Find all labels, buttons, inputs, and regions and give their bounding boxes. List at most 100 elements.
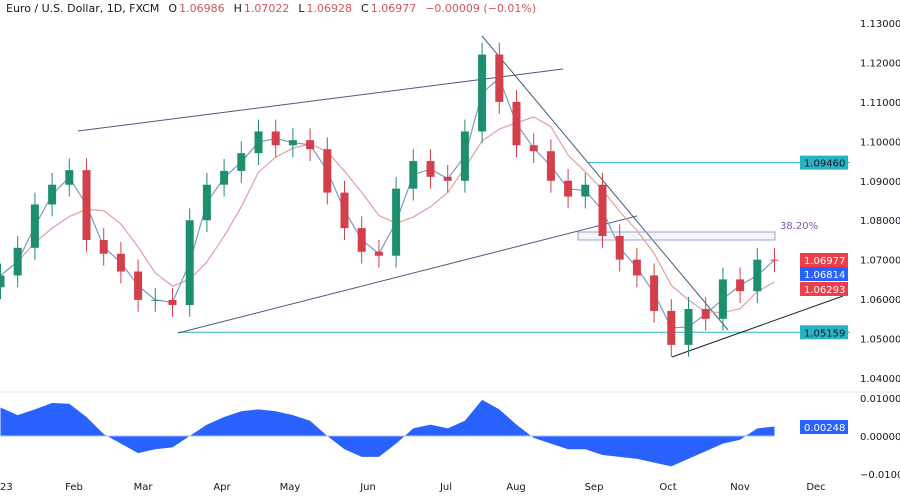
candle-body <box>753 259 762 292</box>
candle <box>564 168 573 209</box>
candle <box>271 119 280 158</box>
candle-body <box>0 275 5 288</box>
candle <box>288 128 297 158</box>
price-axis-tick: 1.04000 <box>860 374 900 385</box>
candle <box>512 90 521 158</box>
price-label-text: 1.06814 <box>804 270 845 281</box>
price-axis-tick: 1.11000 <box>860 98 900 109</box>
candle-body <box>340 192 349 229</box>
candle <box>736 267 745 304</box>
candle-body <box>82 170 91 240</box>
time-axis-tick: Nov <box>730 482 750 493</box>
candle <box>82 158 91 252</box>
candle-body <box>460 131 469 181</box>
candle-body <box>48 184 57 205</box>
price-label-bg <box>800 282 848 296</box>
candle <box>581 172 590 209</box>
candle-body <box>701 308 710 319</box>
candle-body <box>99 239 108 254</box>
candle <box>340 180 349 240</box>
time-axis-tick: 23 <box>0 482 13 493</box>
candle <box>134 259 143 312</box>
high-label: H <box>233 2 242 15</box>
price-label-bg <box>800 253 848 267</box>
price-axis-tick: 1.10000 <box>860 137 900 148</box>
candle <box>650 263 659 323</box>
price-label-text: 1.09460 <box>804 159 845 170</box>
candle-body <box>185 220 194 306</box>
candle <box>48 172 57 217</box>
candle <box>99 228 108 266</box>
candle-body <box>684 308 693 345</box>
high-value: 1.07022 <box>243 2 290 15</box>
candle-body <box>288 140 297 146</box>
candle <box>615 224 624 272</box>
candle-body <box>392 188 401 256</box>
time-axis-tick: Dec <box>806 482 825 493</box>
price-axis-tick: 1.13000 <box>860 19 900 30</box>
candle <box>718 267 727 331</box>
candle-body <box>443 176 452 181</box>
time-axis-tick: Aug <box>506 482 526 493</box>
time-axis-tick: Jul <box>439 482 452 493</box>
oscillator-value-label: 0.00248 <box>800 420 848 434</box>
price-label-level: 1.05159 <box>800 325 848 340</box>
candle <box>392 176 401 268</box>
candle-body <box>495 54 504 102</box>
change-value: −0.00009 (−0.01%) <box>425 2 537 15</box>
candle <box>701 297 710 331</box>
candle-body <box>237 153 246 171</box>
candle-body <box>564 180 573 197</box>
candle-body <box>168 299 177 306</box>
candle-body <box>13 247 22 276</box>
candle <box>151 288 160 312</box>
candle <box>667 299 676 357</box>
candle-body <box>529 145 538 152</box>
candle <box>357 216 366 264</box>
candle-body <box>374 251 383 256</box>
candle <box>185 208 194 317</box>
candle-body <box>271 131 280 146</box>
candle-body <box>632 259 641 276</box>
candle <box>753 247 762 304</box>
candle-body <box>426 161 435 177</box>
close-label: C <box>361 2 369 15</box>
price-axis-tick: 1.07000 <box>860 256 900 267</box>
fibonacci-zone <box>577 231 776 241</box>
time-axis-tick: Apr <box>213 482 231 493</box>
time-axis-tick: Jun <box>359 482 376 493</box>
price-label-bg <box>800 155 848 170</box>
price-label-bg <box>800 267 848 281</box>
oscillator-label-text: 0.00248 <box>804 423 845 434</box>
open-label: O <box>168 2 178 15</box>
candle-body <box>736 279 745 292</box>
candle <box>598 172 607 248</box>
downtrend-line <box>481 35 729 331</box>
candle <box>168 288 177 317</box>
candle-body <box>546 151 555 181</box>
candle <box>770 247 779 273</box>
candle <box>323 137 332 205</box>
open-value: 1.06986 <box>179 2 225 15</box>
candle <box>460 119 469 193</box>
candle <box>426 149 435 189</box>
price-label-text: 1.05159 <box>804 328 845 339</box>
candle <box>495 42 504 114</box>
time-axis-tick: May <box>280 482 301 493</box>
candle <box>0 263 5 300</box>
candle <box>116 241 125 284</box>
candle <box>65 158 74 197</box>
slow-moving-average <box>0 116 775 314</box>
candle <box>13 235 22 288</box>
candle-body <box>220 170 229 185</box>
price-label-ma_slow: 1.06293 <box>800 282 848 296</box>
candle-body <box>202 184 211 221</box>
oscillator-axis-tick: 0.01000 <box>860 394 900 405</box>
candle <box>237 141 246 183</box>
candle-body <box>357 228 366 252</box>
price-label-level: 1.09460 <box>800 155 848 170</box>
lower-channel-line <box>177 215 638 334</box>
oscillator-label-bg <box>800 420 848 434</box>
